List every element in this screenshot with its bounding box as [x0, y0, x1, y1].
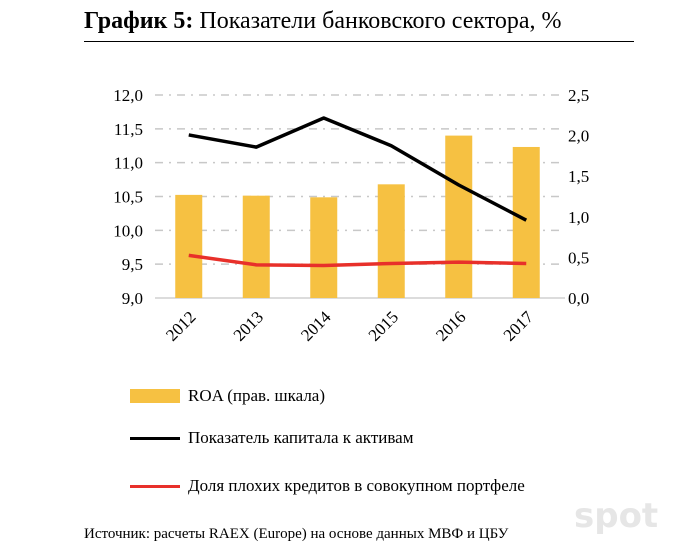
chart: 9,0 9,5 10,0 10,5 11,0 11,5 12,0 0,0 0,5 1,0 1,5 2,…	[113, 86, 589, 345]
left-tick-label: 12,0	[113, 86, 143, 105]
bar-roa	[310, 197, 338, 298]
bar-roa	[377, 184, 405, 298]
bar-roa	[512, 146, 540, 298]
legend-item-capital: Показатель капитала к активам	[130, 428, 413, 448]
legend-item-bad-loans: Доля плохих кредитов в совокупном портфе…	[130, 476, 525, 496]
line-capital-to-assets	[188, 116, 528, 222]
title-label: График 5:	[84, 8, 194, 34]
right-tick-label: 1,0	[568, 208, 589, 227]
legend-item-roa: ROA (прав. шкала)	[130, 386, 325, 406]
left-tick-label: 10,5	[113, 188, 143, 207]
legend-swatch	[130, 436, 180, 440]
right-tick-label: 2,0	[568, 127, 589, 146]
right-tick-label: 0,0	[568, 289, 589, 308]
right-tick-label: 1,5	[568, 167, 589, 186]
x-tick-label: 2017	[500, 307, 538, 345]
source-note: Источник: расчеты RAEX (Europe) на основ…	[84, 526, 509, 542]
right-tick-label: 2,5	[568, 86, 589, 105]
x-tick-label: 2014	[297, 307, 335, 345]
left-tick-label: 10,0	[113, 221, 143, 240]
legend-label: Показатель капитала к активам	[188, 428, 414, 447]
legend-swatch	[130, 484, 180, 488]
x-tick-label: 2013	[230, 307, 267, 344]
x-tick-label: 2016	[432, 307, 469, 344]
left-tick-label: 11,5	[114, 120, 143, 139]
watermark-logo: spot	[574, 496, 659, 536]
right-tick-label: 0,5	[568, 248, 589, 267]
left-tick-label: 11,0	[114, 154, 143, 173]
bar-roa	[242, 195, 270, 298]
left-tick-label: 9,5	[122, 255, 143, 274]
x-tick-label: 2015	[365, 307, 402, 344]
bar-roa	[175, 194, 203, 298]
x-tick-label: 2012	[162, 307, 199, 344]
legend-label: Доля плохих кредитов в совокупном портфе…	[188, 476, 525, 495]
chart-title: График 5: Показатели банковского сектора…	[84, 8, 562, 35]
legend-swatch	[130, 389, 180, 403]
title-text: Показатели банковского сектора, %	[193, 8, 562, 34]
bar-roa	[445, 135, 473, 298]
title-rule	[84, 41, 634, 42]
left-tick-label: 9,0	[122, 289, 143, 308]
line-bad-loans	[188, 253, 527, 268]
legend-label: ROA (прав. шкала)	[188, 386, 326, 405]
